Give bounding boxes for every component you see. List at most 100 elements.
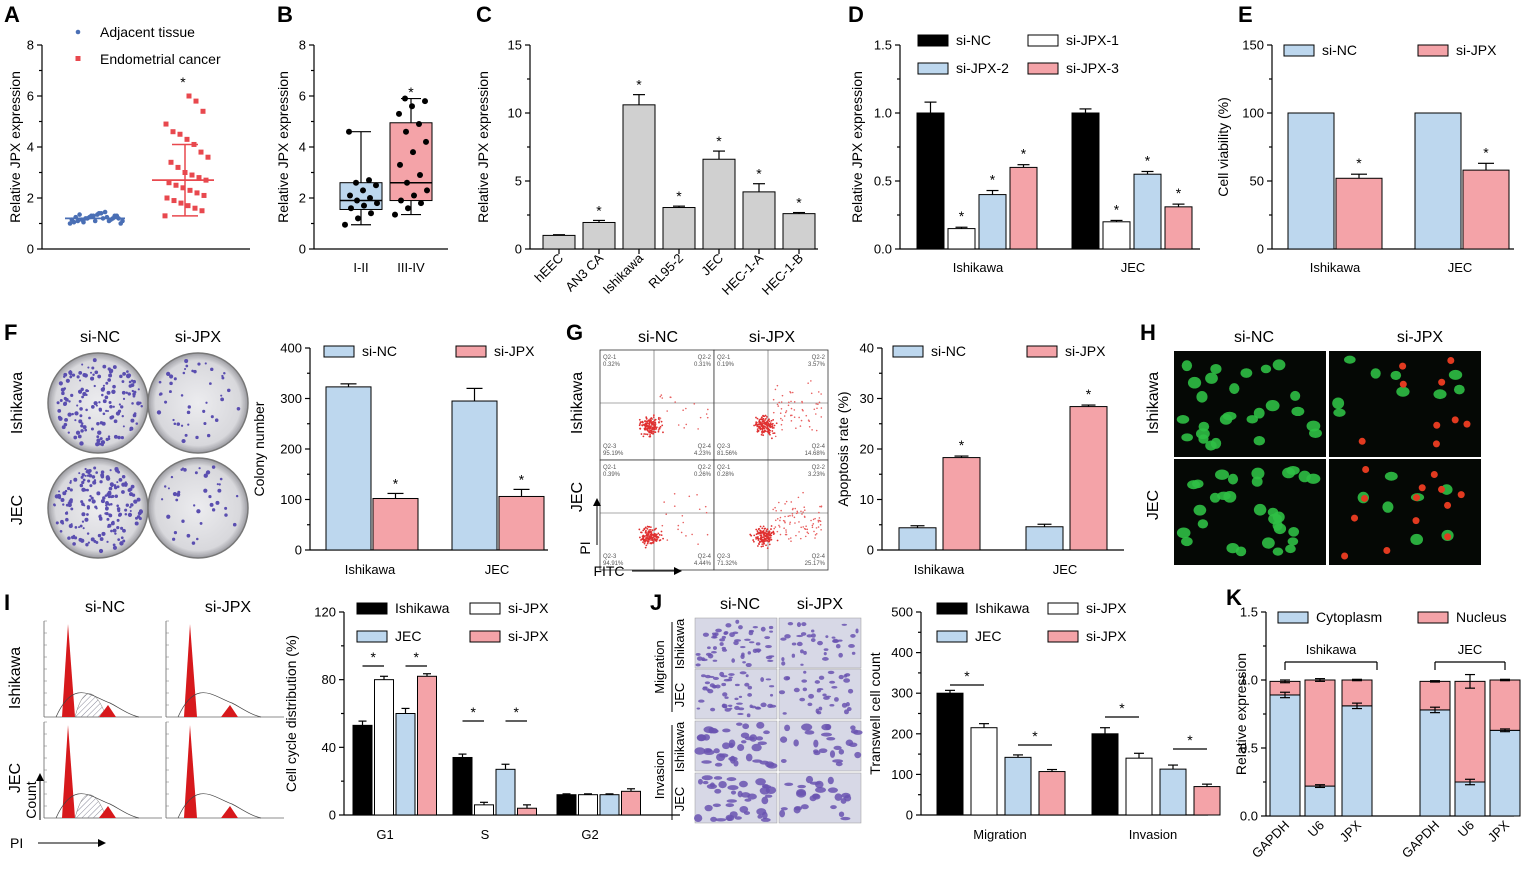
flow-event: [818, 511, 820, 514]
colony: [55, 521, 59, 525]
flow-event: [755, 421, 758, 424]
flow-event: [770, 419, 773, 422]
flow-event: [659, 539, 662, 541]
significance-star: *: [514, 704, 520, 720]
apoptotic-cell: [1444, 533, 1452, 541]
colony: [95, 471, 99, 474]
legend-si-jpx-label: si-JPX: [494, 343, 535, 359]
colony: [107, 378, 112, 382]
arrow-head: [674, 567, 682, 575]
migrated-cell: [733, 640, 739, 646]
bar: [1287, 112, 1335, 250]
colony: [236, 407, 241, 411]
flow-event: [776, 530, 779, 533]
migrated-cell: [704, 804, 713, 812]
colony: [77, 434, 82, 439]
bar: [1335, 177, 1383, 250]
flow-event: [816, 407, 818, 410]
migrated-cell: [810, 629, 815, 633]
colony: [126, 373, 131, 379]
flow-event: [771, 425, 774, 428]
g1-peak: [62, 725, 75, 818]
group-label: Migration: [652, 640, 667, 693]
migrated-cell: [813, 739, 819, 748]
colony: [133, 412, 137, 416]
migrated-cell: [731, 658, 736, 663]
cancer-point: [185, 203, 191, 209]
colony: [120, 526, 124, 530]
live-cell: [1227, 473, 1239, 485]
flow-event: [653, 423, 656, 426]
flow-event: [642, 541, 644, 544]
colony: [78, 370, 83, 375]
migrated-cell: [847, 688, 854, 694]
colony: [122, 371, 126, 376]
colony: [69, 375, 73, 379]
colony: [79, 407, 83, 411]
colony: [221, 376, 225, 380]
y-tick-label: 100: [280, 492, 302, 507]
axis-pi-label: PI: [577, 541, 593, 554]
colony: [94, 370, 99, 375]
migrated-cell: [810, 638, 816, 643]
migrated-cell: [720, 675, 728, 678]
live-cell: [1197, 519, 1209, 529]
flow-event: [654, 538, 657, 541]
flow-event: [762, 536, 765, 539]
colony: [214, 418, 219, 422]
significance-star: *: [636, 77, 642, 93]
colony: [101, 421, 106, 426]
migrated-cell: [805, 775, 814, 784]
flow-event: [696, 493, 698, 496]
flow-event: [645, 526, 647, 529]
flow-event: [760, 418, 763, 421]
live-cell: [1205, 372, 1218, 384]
row-label: Ishikawa: [9, 372, 26, 434]
migrated-cell: [827, 787, 838, 793]
cancer-point: [201, 192, 207, 198]
quadrant-label: Q2-1: [603, 355, 617, 361]
colony: [186, 533, 191, 538]
migrated-cell: [813, 749, 819, 754]
flow-event: [773, 532, 776, 535]
box-point: [368, 210, 374, 217]
flow-event: [811, 524, 814, 527]
flow-event: [806, 531, 809, 534]
flow-event: [819, 505, 821, 508]
colony: [122, 397, 126, 400]
colony: [81, 363, 84, 366]
bar: [395, 713, 416, 816]
flow-event: [641, 424, 644, 427]
migrated-cell: [702, 632, 709, 637]
flow-event: [793, 401, 796, 403]
migrated-cell: [716, 753, 726, 762]
colony: [79, 483, 84, 488]
flow-event: [784, 411, 787, 414]
colony: [191, 541, 196, 545]
flow-event: [791, 391, 794, 394]
migrated-cell: [715, 818, 727, 822]
migrated-cell: [841, 792, 851, 799]
colony: [106, 492, 111, 497]
cancer-point: [166, 180, 172, 186]
colony: [63, 372, 68, 377]
x-tick-label: G2: [581, 827, 598, 842]
migrated-cell: [755, 706, 762, 710]
flow-event: [800, 526, 802, 529]
colony: [70, 393, 74, 397]
flow-event: [807, 382, 809, 384]
migrated-cell: [711, 632, 717, 635]
colony: [114, 494, 119, 498]
legend-si-jpx-3-label: si-JPX-3: [1066, 60, 1119, 76]
migrated-cell: [803, 650, 807, 655]
cancer-point: [163, 121, 169, 127]
flow-event: [795, 427, 797, 430]
panel-letter: E: [1238, 2, 1253, 27]
colony: [210, 415, 214, 419]
colony: [59, 399, 63, 402]
apoptotic-cell: [1351, 514, 1359, 522]
flow-event: [776, 539, 779, 542]
flow-event: [778, 401, 780, 404]
panel-D: D 0.0 0.5 1.0 1.5 Relative JPX expression si-N…: [848, 2, 1200, 275]
colony: [125, 503, 129, 507]
